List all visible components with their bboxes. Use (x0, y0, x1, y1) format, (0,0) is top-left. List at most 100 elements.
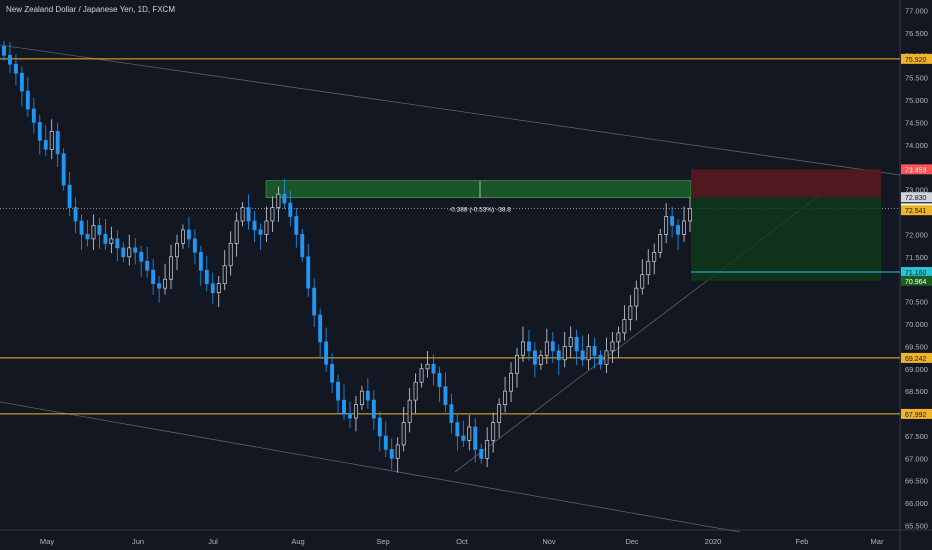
candle-body (270, 207, 275, 222)
candle-body (19, 72, 24, 92)
candle-body (240, 207, 245, 222)
y-tick-label: 70.000 (905, 320, 928, 329)
candle-body (515, 354, 519, 374)
candle-body (491, 422, 496, 441)
candle-body (544, 341, 549, 356)
price-label: 72.830 (905, 195, 927, 202)
candle-body (282, 193, 287, 204)
candle-body (91, 225, 96, 240)
candle-body (115, 238, 120, 249)
candle-body (151, 269, 156, 285)
y-tick-label: 66.000 (905, 499, 928, 508)
candle-body (127, 247, 132, 258)
candle-body (79, 220, 84, 235)
chart-title: New Zealand Dollar / Japanese Yen, 1D, F… (6, 5, 175, 14)
price-label-box (901, 267, 932, 278)
x-tick-label: May (40, 537, 54, 546)
candle-body (8, 54, 12, 65)
candle-body (13, 63, 18, 74)
candle-body (204, 269, 209, 285)
candle-body (2, 45, 6, 56)
x-tick-label: Jun (132, 537, 144, 546)
candle-body (222, 265, 227, 285)
candle-body (175, 243, 179, 258)
candle-body (485, 440, 490, 459)
candle-body (646, 260, 651, 276)
candle-body (425, 363, 430, 370)
candle-body (503, 390, 508, 405)
candle-body (610, 341, 615, 352)
candle-body (210, 283, 215, 293)
candle-body (67, 184, 72, 208)
candle-body (312, 287, 317, 316)
candle-body (157, 283, 162, 289)
y-tick-label: 66.500 (905, 477, 928, 486)
candle-body (521, 341, 525, 356)
candle-body (688, 208, 692, 222)
x-tick-label: Jul (208, 537, 218, 546)
candle-body (413, 381, 418, 401)
candle-body (348, 413, 352, 419)
candle-body (676, 225, 681, 235)
candle-body (353, 404, 358, 419)
stop-loss-zone (691, 169, 881, 198)
candle-body (419, 368, 424, 383)
y-tick-label: 74.000 (905, 141, 928, 150)
candle-body (365, 390, 370, 401)
candle-body (640, 274, 645, 289)
candle-body (43, 140, 48, 150)
candle-body (55, 131, 60, 155)
candle-body (181, 229, 185, 244)
candle-body (604, 350, 609, 365)
candle-body (395, 444, 400, 459)
candle-body (216, 283, 221, 293)
candle-body (228, 243, 233, 267)
measure-box (265, 180, 692, 198)
candle-body (652, 251, 657, 262)
candle-body (97, 225, 102, 235)
y-tick-label: 65.500 (905, 522, 928, 531)
candle-body (342, 399, 346, 414)
candle-body (550, 341, 555, 352)
candle-body (294, 216, 299, 235)
candle-body (31, 108, 36, 123)
candle-body (461, 435, 466, 441)
candle-body (85, 234, 90, 240)
price-label: 75.920 (905, 57, 927, 64)
candle-body (330, 363, 335, 383)
measure-label: -0.388 (-0.53%) -38.8 (449, 206, 511, 213)
y-tick-label: 69.000 (905, 365, 928, 374)
price-label: 70.964 (905, 279, 927, 286)
x-tick-label: Nov (542, 537, 556, 546)
price-label-box (901, 408, 932, 419)
candle-body (37, 122, 42, 141)
x-tick-label: Feb (796, 537, 809, 546)
trend-line-lower (0, 401, 741, 533)
candle-body (49, 131, 54, 150)
price-label-box (901, 164, 932, 175)
candle-body (449, 404, 454, 423)
candle-body (264, 220, 269, 235)
candle-body (145, 260, 150, 271)
candle-body (336, 381, 341, 401)
candle-body (431, 363, 436, 374)
candle-body (324, 341, 329, 365)
candle-body (383, 435, 388, 450)
candle-body (664, 216, 669, 235)
price-label: 73.453 (905, 167, 927, 174)
candle-body (580, 350, 585, 361)
y-tick-label: 72.000 (905, 230, 928, 239)
candle-body (538, 354, 543, 365)
candle-body (443, 386, 448, 405)
candle-body (497, 404, 502, 423)
candle-body (568, 337, 573, 347)
candle-body (628, 305, 633, 320)
candle-body (670, 216, 675, 226)
y-tick-label: 74.500 (905, 118, 928, 127)
candle-body (288, 202, 293, 217)
candle-body (509, 372, 513, 392)
price-label: 69.242 (905, 356, 927, 363)
candle-body (121, 247, 126, 258)
candle-body (133, 247, 138, 253)
